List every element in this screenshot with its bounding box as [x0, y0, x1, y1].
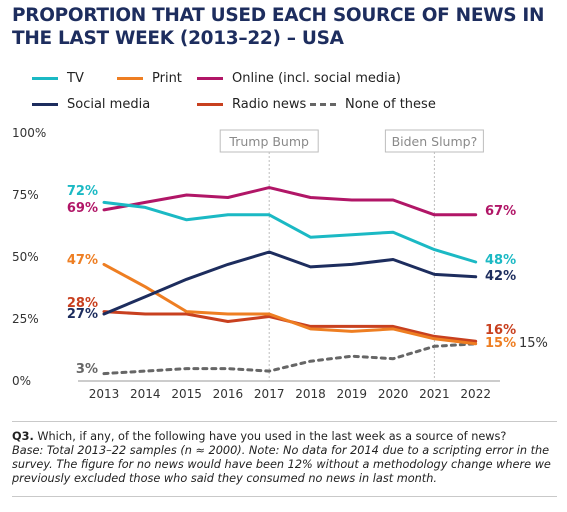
legend-item-tv: TV [32, 69, 84, 87]
annotation-biden-slump-box [384, 129, 484, 153]
series-line-none-of-these [102, 342, 478, 376]
y-tick-label: 50% [12, 250, 39, 264]
question-number: Q3. [12, 430, 34, 443]
legend-swatch-radio [197, 102, 223, 106]
y-tick-label: 100% [12, 126, 46, 140]
series-line-online-incl-social-media [102, 186, 478, 217]
legend-item-radio: Radio news [197, 95, 306, 113]
x-tick-label: 2019 [337, 387, 368, 401]
legend-swatch-tv [32, 76, 58, 80]
legend-item-social-media: Social media [32, 95, 150, 113]
legend-item-online: Online (incl. social media) [197, 69, 401, 87]
bottom-divider [12, 496, 557, 497]
x-tick-label: 2015 [171, 387, 202, 401]
legend-label-none: None of these [345, 96, 436, 112]
start-value-label: 27% [67, 307, 98, 322]
end-value-label: 42% [485, 269, 516, 284]
start-value-label: 3% [76, 362, 98, 377]
legend-item-print: Print [117, 69, 182, 87]
y-tick-label: 75% [12, 188, 39, 202]
x-tick-label: 2018 [295, 387, 326, 401]
x-tick-label: 2021 [419, 387, 450, 401]
legend-swatch-none [310, 102, 336, 106]
annotation-biden-slump-label: Biden Slump? [392, 134, 478, 149]
notes: Q3. Which, if any, of the following have… [12, 430, 557, 486]
start-value-label: 47% [67, 253, 98, 268]
legend-item-none: None of these [310, 95, 436, 113]
y-tick-label: 0% [12, 374, 31, 388]
x-tick-label: 2014 [130, 387, 161, 401]
series-line-tv [102, 200, 478, 264]
end-value-label: 15% [519, 336, 548, 351]
x-tick-label: 2016 [213, 387, 244, 401]
legend-swatch-social-media [32, 102, 58, 106]
start-value-label: 69% [67, 201, 98, 216]
legend-label-print: Print [152, 70, 182, 86]
legend-label-tv: TV [67, 70, 84, 86]
end-value-label: 67% [485, 204, 516, 219]
x-tick-label: 2013 [89, 387, 120, 401]
chart-title: PROPORTION THAT USED EACH SOURCE OF NEWS… [12, 5, 545, 49]
base-note: Base: Total 2013–22 samples (n ≈ 2000). … [12, 444, 551, 485]
end-value-label: 15% [485, 336, 516, 351]
end-value-label: 48% [485, 253, 516, 268]
legend-swatch-online [197, 76, 223, 80]
legend-label-social-media: Social media [67, 96, 151, 112]
end-value-label: 16% [485, 323, 516, 338]
legend-label-online: Online (incl. social media) [232, 70, 401, 86]
start-value-label: 28% [67, 296, 98, 311]
notes-divider [12, 421, 557, 422]
legend-label-radio: Radio news [232, 96, 307, 112]
x-tick-label: 2022 [460, 387, 491, 401]
legend-swatch-print [117, 76, 143, 80]
start-value-label: 72% [67, 184, 98, 199]
y-tick-label: 25% [12, 312, 39, 326]
question-text: Which, if any, of the following have you… [33, 430, 507, 443]
annotation-trump-bump-box [219, 129, 319, 153]
series-line-social-media [102, 250, 478, 316]
x-tick-label: 2017 [254, 387, 285, 401]
annotation-trump-bump-label: Trump Bump [228, 134, 309, 149]
x-tick-label: 2020 [378, 387, 409, 401]
line-chart: 0% 25% 50% 75% 100% Trump Bump Biden Slump? 201… [12, 126, 548, 401]
series-line-print [102, 262, 478, 346]
